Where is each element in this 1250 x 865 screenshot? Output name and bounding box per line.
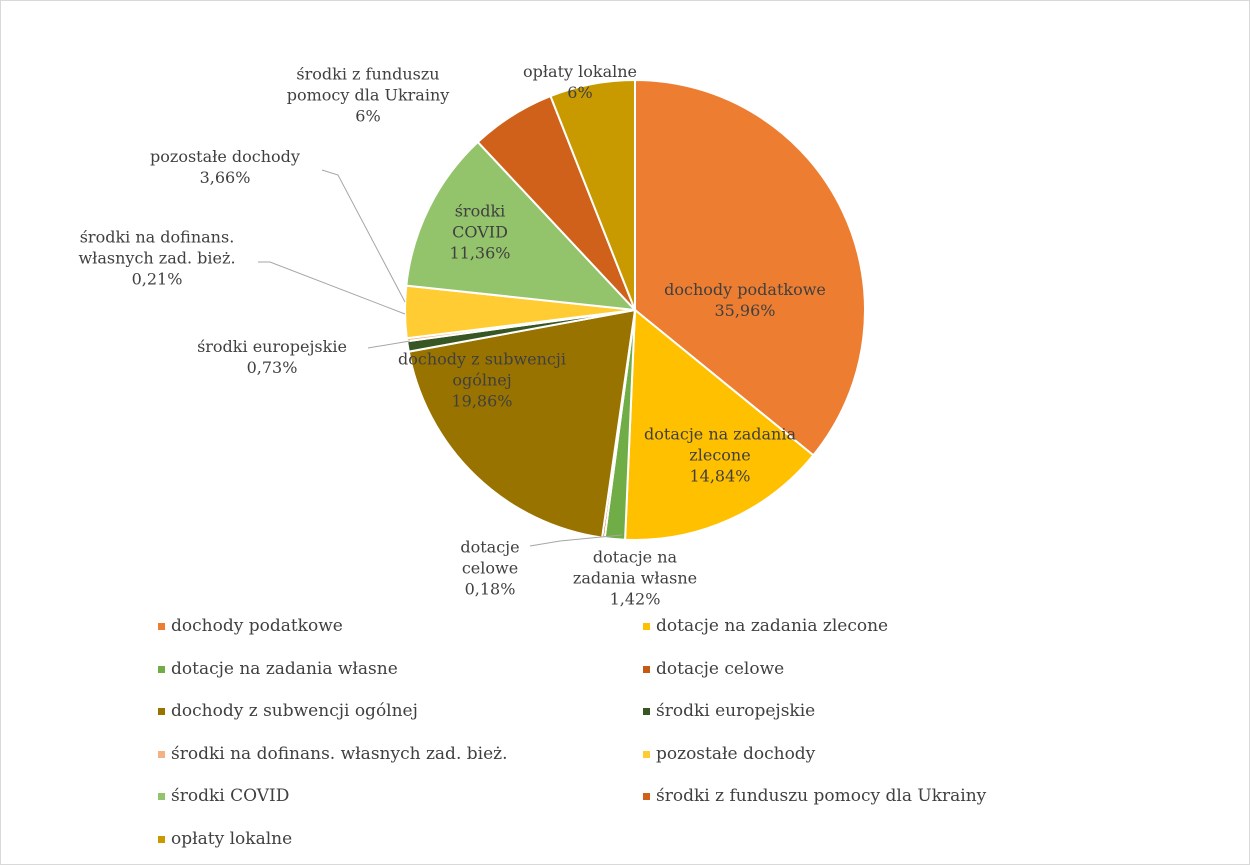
legend-entry: środki na dofinans. własnych zad. bież. <box>158 744 508 764</box>
leader-line <box>258 261 406 315</box>
data-label-name: dotacje na zadania własne <box>572 547 698 588</box>
data-label-value: 11,36% <box>449 243 511 263</box>
data-label: dochody podatkowe 35,96% <box>625 279 865 321</box>
legend-label: dochody podatkowe <box>171 616 343 636</box>
pie-slice <box>634 78 866 457</box>
data-label-value: 14,84% <box>689 466 751 486</box>
legend-entry: dotacje celowe <box>643 659 784 679</box>
data-label-name: środki na dofinans. własnych zad. bież. <box>78 227 236 268</box>
data-label-value: 3,66% <box>199 168 251 187</box>
legend-entry: dotacje na zadania zlecone <box>643 616 888 636</box>
leader-line <box>321 169 406 303</box>
legend-entry: środki COVID <box>158 786 289 806</box>
legend-entry: środki z funduszu pomocy dla Ukrainy <box>643 786 986 806</box>
legend-marker <box>643 665 650 673</box>
legend-entry: środki europejskie <box>643 701 815 721</box>
legend-label: dotacje na zadania zlecone <box>656 616 889 636</box>
data-label: dotacje na zadania własne 1,42% <box>560 547 710 610</box>
data-label: opłaty lokalne 6% <box>495 61 665 103</box>
data-label-value: 6% <box>567 83 593 102</box>
data-label: dotacje na zadania zlecone 14,84% <box>638 424 803 487</box>
legend-label: środki COVID <box>171 786 290 806</box>
data-label-name: opłaty lokalne <box>522 62 638 81</box>
data-label-name: środki COVID <box>452 201 508 242</box>
legend-marker <box>158 750 165 758</box>
pie-slice <box>624 307 815 541</box>
legend-entry: dochody podatkowe <box>158 616 343 636</box>
data-label: dotacje celowe 0,18% <box>450 537 530 600</box>
legend-label: środki europejskie <box>656 701 816 721</box>
legend-marker <box>643 623 650 630</box>
pie <box>404 78 866 541</box>
legend-marker <box>158 708 165 715</box>
data-label-name: dotacje na zadania zlecone <box>644 424 796 465</box>
data-label: środki europejskie 0,73% <box>157 336 387 378</box>
legend-label: dochody z subwencji ogólnej <box>171 701 418 721</box>
legend-marker <box>643 750 650 758</box>
legend-entry: pozostałe dochody <box>643 744 815 764</box>
data-label: pozostałe dochody 3,66% <box>125 146 325 188</box>
data-label-name: środki z funduszu pomocy dla Ukrainy <box>286 64 450 105</box>
data-label-value: 0,21% <box>131 269 183 289</box>
data-label-value: 19,86% <box>451 391 513 411</box>
legend-label: opłaty lokalne <box>171 828 293 849</box>
legend-marker <box>158 835 165 843</box>
data-label-name: dochody z subwencji ogólnej <box>398 349 566 390</box>
data-label-value: 35,96% <box>714 301 776 320</box>
data-label-name: dochody podatkowe <box>664 280 826 299</box>
pie-slice <box>549 78 636 311</box>
legend-entry: dochody z subwencji ogólnej <box>158 701 418 721</box>
data-label: środki na dofinans. własnych zad. bież. 0… <box>50 227 265 290</box>
legend-label: środki na dofinans. własnych zad. bież. <box>171 743 508 764</box>
legend-marker <box>158 623 165 630</box>
legend-entry: opłaty lokalne <box>158 829 292 849</box>
legend-marker <box>158 665 165 673</box>
data-label-name: dotacje celowe <box>460 537 520 578</box>
leader-line <box>529 534 623 547</box>
pie-slice <box>405 140 638 312</box>
data-label-name: pozostałe dochody <box>150 147 300 166</box>
legend-marker <box>643 708 650 715</box>
data-label: dochody z subwencji ogólnej 19,86% <box>390 349 575 412</box>
legend-marker <box>158 793 165 800</box>
data-label-value: 6% <box>355 106 381 126</box>
legend-entry: dotacje na zadania własne <box>158 659 398 679</box>
data-label: środki COVID 11,36% <box>440 201 520 264</box>
data-label-value: 0,73% <box>246 358 298 377</box>
pie-slice <box>407 308 637 539</box>
data-label-name: środki europejskie <box>197 337 347 356</box>
data-label-value: 1,42% <box>609 589 661 609</box>
legend-label: dotacje celowe <box>656 658 785 679</box>
data-label-value: 0,18% <box>464 579 516 599</box>
legend-label: pozostałe dochody <box>656 743 816 764</box>
leader-line <box>367 340 411 349</box>
data-label: środki z funduszu pomocy dla Ukrainy 6% <box>268 64 468 127</box>
legend-label: dotacje na zadania własne <box>171 658 398 679</box>
legend-marker <box>643 793 650 800</box>
legend-label: środki z funduszu pomocy dla Ukrainy <box>656 786 987 806</box>
